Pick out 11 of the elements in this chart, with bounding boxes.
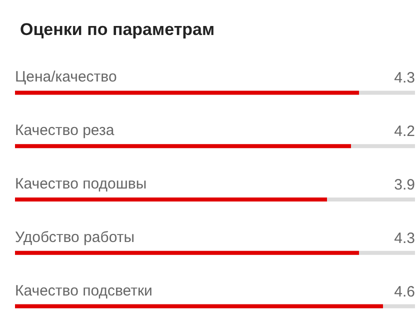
y-tick-label: Удобство работы (15, 228, 134, 246)
y-tick-label: Качество подсветки (15, 282, 152, 300)
chart-title: Оценки по параметрам (20, 20, 215, 39)
data-label: 4.2 (394, 123, 415, 140)
y-tick-label: Качество реза (15, 122, 115, 140)
data-label: 4.6 (394, 283, 415, 300)
y-tick-label: Цена/качество (15, 68, 117, 86)
data-label: 3.9 (394, 176, 415, 194)
y-tick-label: Качество подошвы (15, 176, 147, 192)
data-label: 4.3 (394, 230, 415, 247)
data-label: 4.3 (394, 70, 415, 87)
